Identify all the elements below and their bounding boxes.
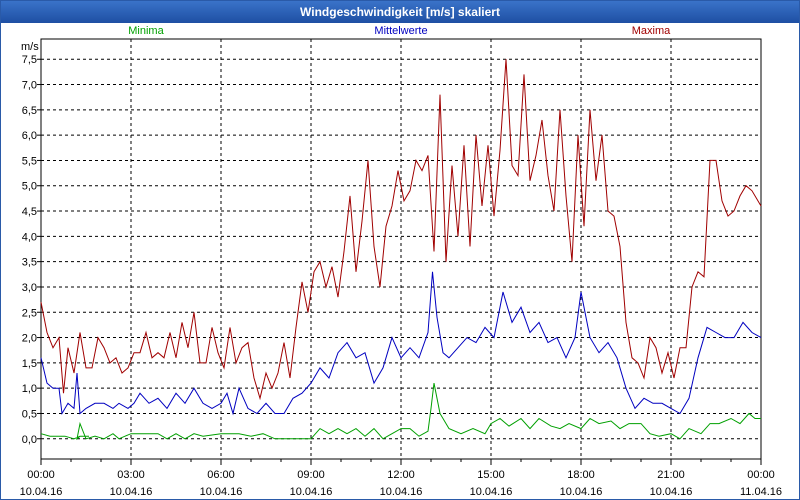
x-tick-time: 03:00	[117, 469, 145, 481]
x-tick-date: 10.04.16	[200, 486, 243, 498]
y-tick-label: 6,0	[22, 130, 37, 142]
x-tick-date: 10.04.16	[110, 486, 153, 498]
y-tick-label: 0,0	[22, 434, 37, 446]
y-tick-label: 1,5	[22, 358, 37, 370]
y-tick-label: 6,5	[22, 105, 37, 117]
y-tick-label: 7,5	[22, 54, 37, 66]
x-tick-labels: 00:00 10.04.16 03:00 10.04.16 06:00 10.04.16 0…	[20, 469, 782, 498]
x-tick-date: 10.04.16	[470, 486, 513, 498]
tick-marks	[37, 38, 762, 465]
chart-svg: 0,0 0,5 1,0 1,5 2,0 2,5 3,0 3,5 4,0 4,5 5,0 5,5 6,0 6…	[20, 25, 782, 498]
y-tick-label: 0,5	[22, 408, 37, 420]
series-line-minima	[40, 383, 761, 441]
chart-title: Windgeschwindigkeit [m/s] skaliert	[1, 1, 799, 23]
legend-minima: Minima	[128, 25, 164, 37]
y-tick-labels: 0,0 0,5 1,0 1,5 2,0 2,5 3,0 3,5 4,0 4,5 5,0 5,5 6,0 6…	[22, 54, 37, 446]
series-line-maxima	[40, 59, 762, 401]
x-tick-time: 15:00	[477, 469, 505, 481]
y-gridlines	[41, 58, 761, 440]
y-tick-label: 3,0	[22, 282, 37, 294]
y-tick-label: 4,5	[22, 206, 37, 218]
x-tick-date: 11.04.16	[740, 486, 782, 498]
y-tick-label: 1,0	[22, 383, 37, 395]
x-tick-time: 00:00	[747, 469, 775, 481]
legend-maxima: Maxima	[632, 25, 671, 37]
x-tick-time: 12:00	[387, 469, 415, 481]
x-tick-date: 10.04.16	[560, 486, 603, 498]
y-tick-label: 5,5	[22, 155, 37, 167]
y-tick-label: 4,0	[22, 231, 37, 243]
y-tick-label: 5,0	[22, 181, 37, 193]
x-tick-date: 10.04.16	[290, 486, 333, 498]
y-tick-label: 7,0	[22, 80, 37, 92]
x-tick-time: 00:00	[27, 469, 55, 481]
y-tick-label: 2,5	[22, 307, 37, 319]
x-tick-time: 09:00	[297, 469, 325, 481]
y-tick-label: 3,5	[22, 257, 37, 269]
legend: Minima Mittelwerte Maxima	[128, 25, 671, 37]
x-tick-date: 10.04.16	[650, 486, 693, 498]
y-tick-label: 2,0	[22, 333, 37, 345]
x-tick-time: 18:00	[567, 469, 595, 481]
series-line-mittelwerte	[40, 271, 762, 416]
x-gridlines	[130, 39, 672, 459]
x-tick-date: 10.04.16	[380, 486, 423, 498]
legend-mittelwerte: Mittelwerte	[374, 25, 427, 37]
x-tick-date: 10.04.16	[20, 486, 63, 498]
series-lines	[40, 59, 762, 441]
x-tick-time: 21:00	[657, 469, 685, 481]
x-tick-time: 06:00	[207, 469, 235, 481]
y-axis-label: m/s	[21, 41, 39, 53]
